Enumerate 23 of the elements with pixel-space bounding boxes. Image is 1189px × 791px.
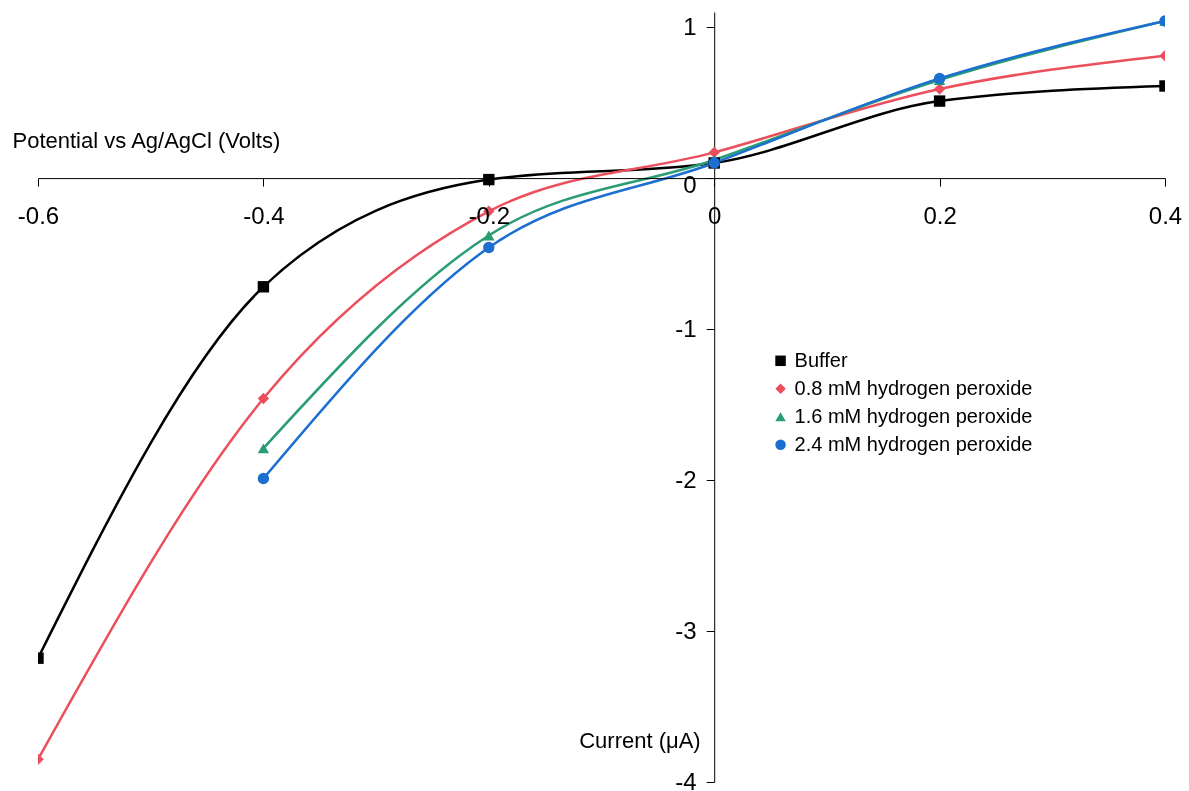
point: [483, 241, 495, 254]
y-tick-label: 1: [683, 12, 697, 40]
point: [257, 281, 270, 293]
x-tick-label: -0.4: [243, 201, 285, 229]
y-tick-label: -4: [675, 767, 697, 791]
legend-label: Buffer: [794, 348, 848, 371]
y-tick-label: -3: [675, 616, 697, 644]
point: [257, 443, 270, 454]
y-axis-title: Current (μA): [579, 727, 701, 753]
point: [257, 392, 270, 405]
x-tick-label: -0.6: [17, 201, 60, 229]
legend-label: 2.4 mM hydrogen peroxide: [794, 432, 1033, 455]
point: [483, 230, 495, 241]
x-axis-title: Potential vs Ag/AgCl (Volts): [12, 127, 281, 153]
x-tick-label: 0.4: [1148, 201, 1183, 229]
y-tick-label: -2: [675, 465, 697, 493]
y-tick-label: 0: [683, 170, 697, 198]
point: [257, 472, 270, 485]
legend-label: 0.8 mM hydrogen peroxide: [794, 376, 1033, 399]
point: [933, 95, 946, 107]
y-tick-label: -1: [675, 314, 697, 342]
legend-label: 1.6 mM hydrogen peroxide: [794, 404, 1033, 427]
x-tick-label: 0.2: [923, 201, 957, 229]
